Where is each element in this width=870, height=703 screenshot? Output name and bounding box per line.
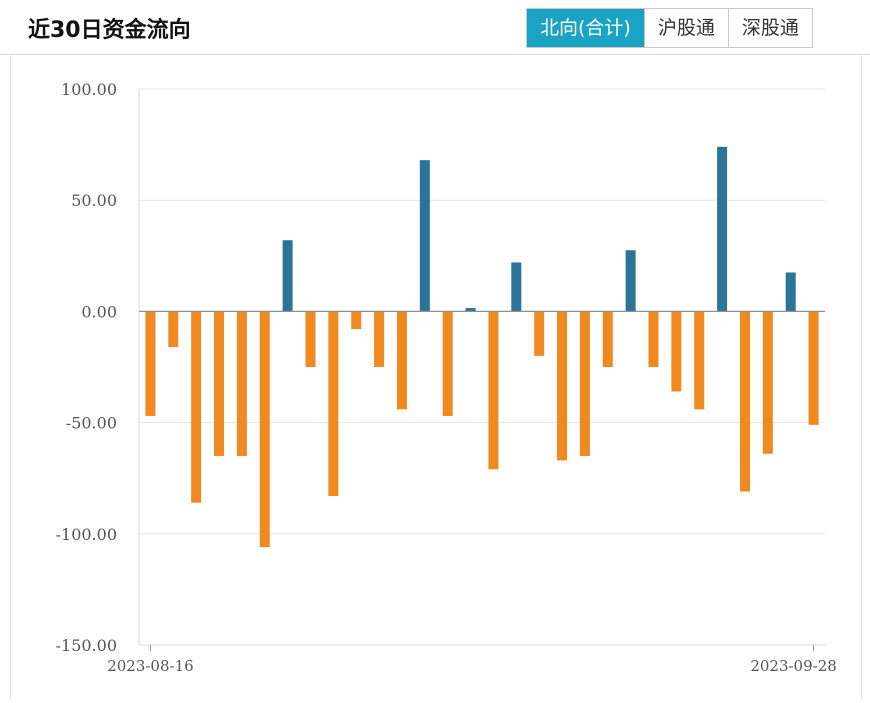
- page-title: 近30日资金流向: [28, 18, 191, 43]
- x-tick-label: 2023-08-16: [107, 657, 193, 675]
- fund-flow-bar-chart: 100.00 50.00 0.00 -50.00 -100.00 -150.00 2023-…: [56, 80, 837, 675]
- bar: [785, 272, 796, 312]
- chart-panel: 100.00 50.00 0.00 -50.00 -100.00 -150.00 2023-…: [10, 55, 862, 698]
- bar: [145, 311, 156, 416]
- bar: [236, 311, 247, 456]
- bar: [694, 311, 705, 410]
- bar: [191, 311, 202, 503]
- bar: [648, 311, 659, 367]
- y-tick-label: -50.00: [66, 414, 117, 433]
- y-tick-label: 100.00: [61, 80, 117, 99]
- bar: [259, 311, 270, 548]
- bar: [374, 311, 385, 367]
- bar: [328, 311, 339, 496]
- bar: [625, 250, 636, 312]
- bar: [511, 262, 522, 312]
- header: 近30日资金流向 北向(合计) 沪股通 深股通: [0, 0, 870, 55]
- bar: [762, 311, 773, 454]
- bar: [717, 146, 728, 312]
- y-tick-label: -100.00: [56, 525, 117, 544]
- bar: [557, 311, 568, 461]
- tab-group: 北向(合计) 沪股通 深股通: [526, 8, 813, 48]
- bar: [305, 311, 316, 367]
- bar: [488, 311, 499, 470]
- bar: [282, 240, 293, 312]
- bar: [168, 311, 179, 347]
- y-tick-label: 0.00: [81, 302, 117, 321]
- y-tick-label: -150.00: [56, 636, 117, 655]
- bar: [351, 311, 362, 330]
- bar: [465, 308, 476, 312]
- tab-shanghai-connect[interactable]: 沪股通: [643, 9, 728, 47]
- bar: [442, 311, 453, 416]
- bar: [534, 311, 545, 356]
- bar: [602, 311, 613, 367]
- bar: [671, 311, 682, 392]
- x-tick-label: 2023-09-28: [750, 657, 836, 675]
- bar: [396, 311, 407, 410]
- tab-shenzhen-connect[interactable]: 深股通: [727, 9, 812, 47]
- y-tick-label: 50.00: [71, 191, 117, 210]
- tab-northbound-total[interactable]: 北向(合计): [527, 9, 644, 47]
- bar: [808, 311, 819, 425]
- bar: [739, 311, 750, 492]
- bar: [419, 160, 430, 312]
- bar: [214, 311, 225, 456]
- bar: [579, 311, 590, 456]
